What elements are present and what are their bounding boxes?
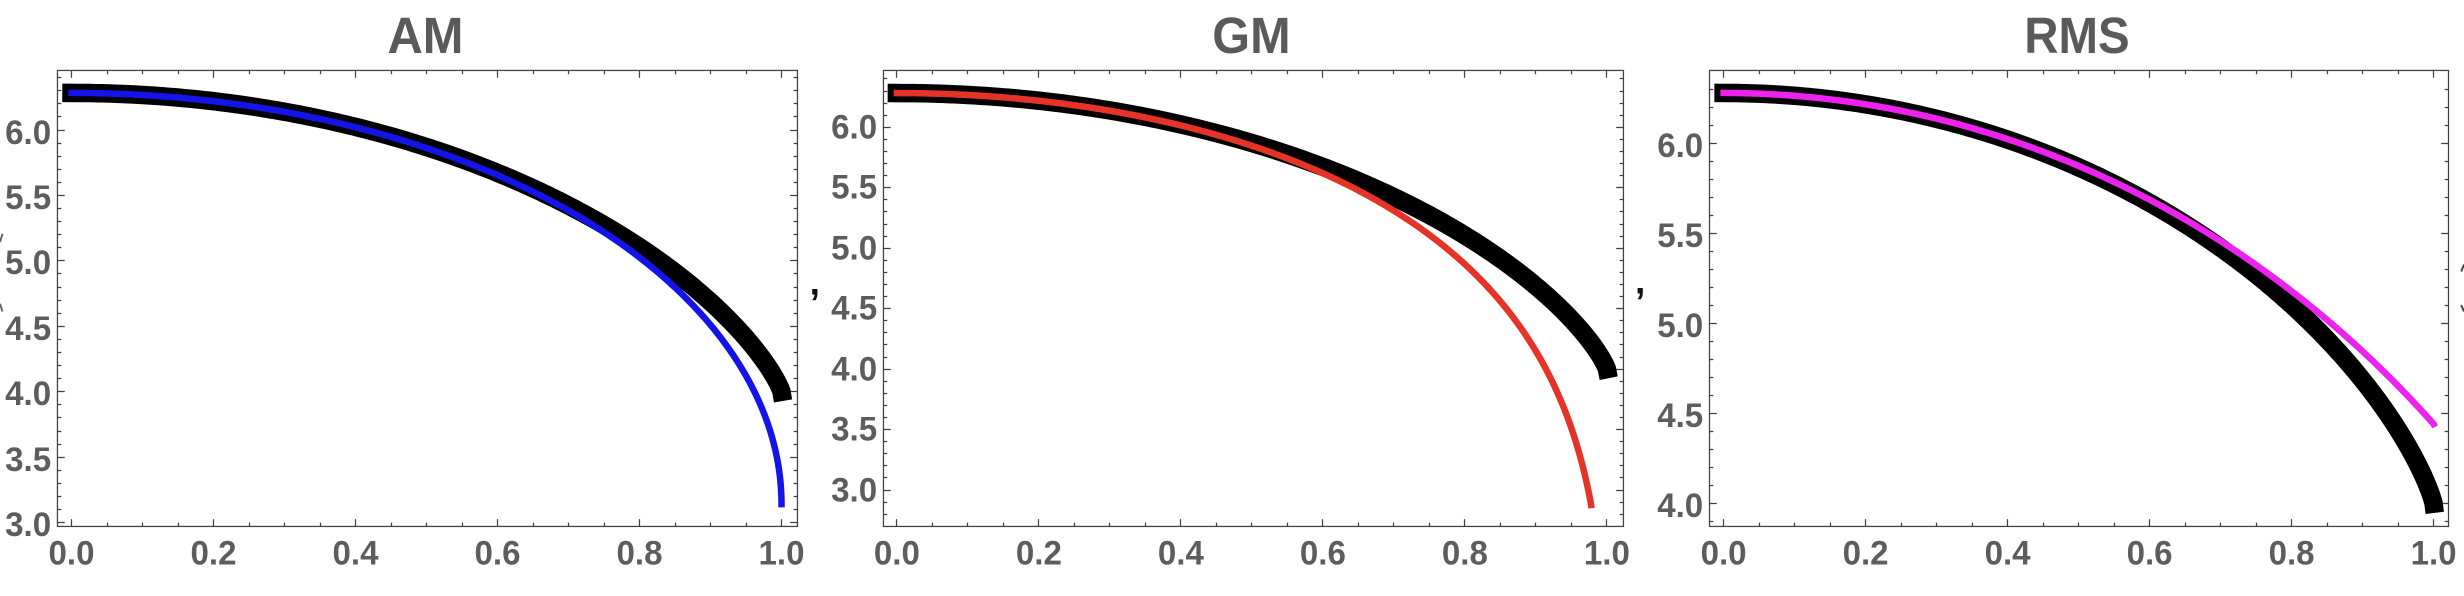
svg-text:4.5: 4.5 [831, 289, 877, 327]
svg-text:5.5: 5.5 [831, 168, 877, 206]
svg-text:0.8: 0.8 [1442, 534, 1488, 572]
svg-text:0.4: 0.4 [1985, 534, 2031, 572]
svg-text:1.0: 1.0 [1584, 534, 1630, 572]
svg-text:0.6: 0.6 [475, 534, 521, 572]
svg-text:0.0: 0.0 [874, 534, 920, 572]
svg-text:4.0: 4.0 [1657, 487, 1703, 525]
svg-text:RMS: RMS [2024, 7, 2129, 64]
svg-text:0.8: 0.8 [617, 534, 663, 572]
svg-text:6.0: 6.0 [831, 108, 877, 146]
svg-text:0.0: 0.0 [49, 534, 95, 572]
svg-text:6.0: 6.0 [1657, 127, 1703, 165]
svg-text:0.2: 0.2 [191, 534, 237, 572]
svg-text:5.0: 5.0 [831, 229, 877, 267]
svg-text:5.5: 5.5 [1657, 217, 1703, 255]
svg-text:0.4: 0.4 [1158, 534, 1204, 572]
svg-text:0.0: 0.0 [1701, 534, 1747, 572]
svg-text:4.0: 4.0 [5, 375, 51, 413]
svg-text:6.0: 6.0 [5, 114, 51, 152]
svg-text:0.2: 0.2 [1016, 534, 1062, 572]
svg-text:1.0: 1.0 [2411, 534, 2457, 572]
svg-text:,: , [810, 262, 820, 303]
svg-text:0.2: 0.2 [1843, 534, 1889, 572]
svg-text:5.0: 5.0 [5, 244, 51, 282]
svg-text:5.0: 5.0 [1657, 307, 1703, 345]
svg-text:3.5: 3.5 [5, 441, 51, 479]
svg-text:3.0: 3.0 [831, 471, 877, 509]
svg-text:0.8: 0.8 [2269, 534, 2315, 572]
svg-text:5.5: 5.5 [5, 179, 51, 217]
svg-text:4.0: 4.0 [831, 350, 877, 388]
svg-text:GM: GM [1212, 7, 1290, 64]
svg-text:1.0: 1.0 [759, 534, 805, 572]
svg-text:,: , [1635, 261, 1645, 302]
svg-text:4.5: 4.5 [1657, 397, 1703, 435]
svg-text:0.4: 0.4 [333, 534, 379, 572]
svg-text:0.6: 0.6 [1300, 534, 1346, 572]
svg-text:3.0: 3.0 [5, 506, 51, 544]
svg-text:0.6: 0.6 [2127, 534, 2173, 572]
svg-text:4.5: 4.5 [5, 310, 51, 348]
svg-text:3.5: 3.5 [831, 410, 877, 448]
svg-text:AM: AM [387, 7, 463, 64]
